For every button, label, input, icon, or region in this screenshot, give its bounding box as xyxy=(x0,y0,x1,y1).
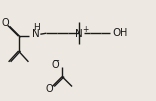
Text: +: + xyxy=(82,25,88,34)
Text: H: H xyxy=(33,23,40,32)
Text: −: − xyxy=(52,56,59,65)
Text: H: H xyxy=(120,28,127,38)
Text: O: O xyxy=(113,28,121,38)
Text: O: O xyxy=(45,84,53,94)
Text: N: N xyxy=(75,29,83,39)
Text: O: O xyxy=(51,60,59,70)
Text: N: N xyxy=(32,29,40,39)
Text: O: O xyxy=(2,18,10,28)
